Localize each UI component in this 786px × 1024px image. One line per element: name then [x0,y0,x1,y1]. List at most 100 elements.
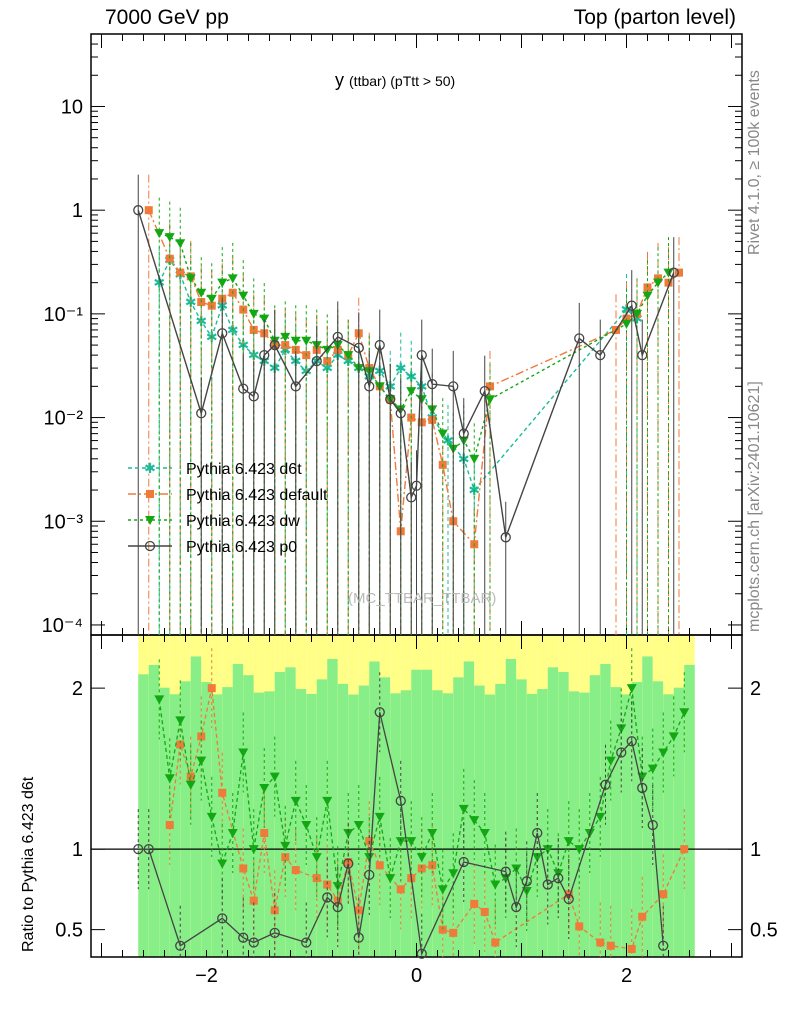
ratio-band-inner [222,687,233,957]
ratio-point-default [396,885,405,894]
ratio-y-tick-label: 0.5 [55,920,83,942]
ratio-point-dw [616,724,627,734]
ratio-point-dw [343,829,354,839]
data-point-d6t: ✱ [248,348,260,364]
y-tick-label: 10⁻⁴ [42,615,83,637]
ratio-y-tick-label-right: 0.5 [750,920,778,942]
data-point-default [643,283,652,292]
data-point-dw [621,319,632,329]
ratio-point-dw [563,837,574,847]
ratio-point-dw [574,845,585,855]
ratio-band-inner [148,664,160,957]
series-default [144,174,683,635]
ratio-point-dw [427,829,438,839]
ratio-point-default [449,928,458,937]
x-tick-label: −2 [195,965,218,987]
ratio-series-group [133,648,690,959]
y-tick-label: 10 [61,96,83,118]
legend-marker-dw [145,516,155,525]
data-point-p0 [238,383,249,394]
ratio-band-inner [421,669,433,957]
ratio-point-default [680,845,689,854]
ratio-point-p0 [269,927,280,938]
data-point-p0 [411,480,422,491]
data-point-dw [632,309,642,319]
series-line-p0 [137,209,675,538]
ratio-point-p0 [353,932,364,943]
mcplots-reference-label: mcplots.cern.ch [arXiv:2401.10621] [746,381,763,632]
ratio-point-default [291,866,300,875]
ratio-point-p0 [238,932,249,943]
ratio-point-dw [364,853,375,863]
ratio-point-dw [196,756,207,766]
ratio-band-inner [348,694,359,957]
ratio-band-inner [547,667,559,957]
ratio-point-dw [185,780,196,790]
y-tick-label: 10⁻¹ [44,304,84,326]
ratio-band-inner [295,689,307,957]
data-point-p0 [385,394,396,405]
ratio-point-default [417,864,426,873]
series-line-d6t [158,258,638,492]
ratio-band-inner [264,691,275,957]
ratio-point-p0 [616,747,627,758]
data-point-p0 [416,349,427,361]
ratio-point-dw [490,880,501,890]
ratio-point-dw [385,874,396,884]
ratio-point-dw [259,783,270,793]
ratio-y-tick-label-right: 1 [750,839,761,861]
ratio-band-inner [621,694,632,957]
ratio-point-default [638,912,647,921]
ratio-band-inner [232,663,244,957]
ratio-point-p0 [647,819,658,831]
y-tick-label: 10⁻² [44,408,84,430]
ratio-point-default [470,899,479,908]
ratio-point-p0 [416,948,427,959]
data-point-dw [185,274,196,284]
data-point-p0 [395,408,406,419]
ratio-point-p0 [217,913,228,924]
observable-symbol: y [335,70,344,90]
data-point-p0 [448,381,459,392]
ratio-point-p0 [143,843,154,855]
data-point-dw [469,454,480,464]
ratio-band-inner [684,664,695,957]
ratio-point-dw [227,829,238,839]
ratio-band-inner [610,687,622,957]
ratio-point-default [197,732,206,741]
ratio-point-p0 [532,827,543,839]
data-point-dw [343,351,354,361]
ratio-y-axis-label: Ratio to Pythia 6.423 d6t [20,776,37,952]
legend-marker-d6t: ✱ [144,461,156,477]
ratio-point-default [491,938,500,947]
ratio-point-dw [479,829,490,839]
data-point-default [675,268,683,277]
ratio-y-tick-label: 2 [72,678,83,700]
ratio-point-p0 [343,858,354,869]
ratio-point-dw [658,748,669,758]
data-point-p0 [290,381,301,392]
ratio-point-p0 [175,940,186,951]
ratio-point-dw [280,841,291,851]
ratio-point-p0 [248,937,259,948]
observable-qualifier: (ttbar) (pTtt > 50) [349,73,456,89]
ratio-band-inner [673,687,685,957]
ratio-band-inner [411,669,422,957]
ratio-point-default [260,829,269,838]
analysis-watermark: (MC_TTBAR_TTBAR) [348,590,497,607]
data-point-default [664,278,673,287]
ratio-band-inner [390,693,401,957]
ratio-band-inner [474,685,485,957]
ratio-band-inner [453,677,464,957]
ratio-y-tick-label-right: 2 [750,678,761,700]
ratio-point-default [627,944,636,953]
data-point-dw [217,278,228,288]
data-point-p0 [595,349,606,361]
ratio-point-default [596,938,605,947]
ratio-point-default [281,853,290,862]
data-point-dw [301,336,312,346]
ratio-point-p0 [332,901,343,913]
ratio-band-inner [337,683,349,957]
data-point-dw [663,268,674,278]
ratio-band-inner [285,667,296,957]
